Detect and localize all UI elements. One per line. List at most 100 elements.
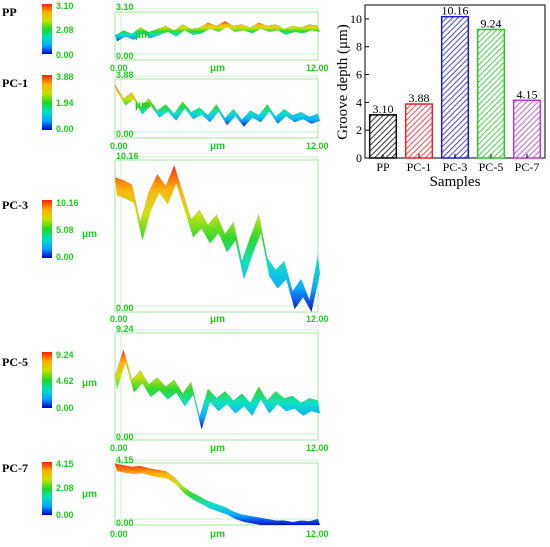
- y-tick-label: 10: [350, 12, 362, 26]
- z-unit-label: μm: [82, 489, 97, 500]
- plot-box: [114, 75, 320, 139]
- x-start-label: 0.00: [110, 63, 128, 73]
- colorbar-max-label: 10.16: [56, 198, 79, 208]
- box-back-frame: [120, 75, 319, 133]
- profile-panel-pc-3: PC-3 10.16 5.08 0.00 10.16 μm 0.00 0.00 …: [2, 151, 329, 325]
- x-start-label: 0.00: [110, 443, 128, 453]
- colorbar-max-label: 9.24: [56, 350, 74, 360]
- axis-bottom-label: 0.00: [116, 51, 134, 61]
- z-unit-label: μm: [82, 229, 97, 240]
- box-back-frame: [120, 156, 319, 307]
- y-tick-label: 4: [356, 95, 362, 109]
- axis-top-label: 3.10: [116, 2, 134, 12]
- plot-box: [114, 459, 320, 526]
- axis-top-label: 10.16: [116, 151, 139, 161]
- profile-panel-pc-1: PC-1 3.88 1.94 0.00 3.88 μm 0.00 0.00 μm…: [2, 70, 329, 152]
- colorbar-min-label: 0.00: [56, 403, 74, 413]
- surface-profile-edge: [114, 348, 319, 418]
- colorbar: [42, 200, 52, 258]
- axis-bottom-label: 0.00: [116, 303, 134, 313]
- plot-box: [114, 156, 320, 313]
- surface-profile: [115, 165, 320, 312]
- colorbar-mid-label: 4.62: [56, 376, 74, 386]
- x-tick-label: PP: [376, 160, 390, 174]
- bar-pc-7: [512, 99, 542, 159]
- axis-bottom-label: 0.00: [116, 518, 134, 528]
- x-tick-label: PC-1: [407, 160, 432, 174]
- surface-profile-edge: [114, 164, 319, 302]
- plot-box: [114, 8, 320, 61]
- surface-profile-panels: PP 3.10 2.08 0.00 3.10 μm 0.00 0.00 μm 1…: [2, 1, 329, 540]
- axis-top-label: 4.15: [116, 455, 134, 465]
- x-unit-label: μm: [210, 141, 225, 152]
- x-tick-label: PC-7: [515, 160, 540, 174]
- colorbar-min-label: 0.00: [56, 124, 74, 134]
- profile-panel-pc-7: PC-7 4.15 2.08 0.00 4.15 μm 0.00 0.00 μm…: [2, 455, 329, 540]
- y-tick-label: 2: [356, 123, 362, 137]
- x-unit-label: μm: [210, 529, 225, 540]
- bars: 3.10 3.88 10.16 9.24 4.15: [368, 4, 542, 159]
- sample-label: PC-3: [2, 198, 28, 212]
- box-front-frame: [114, 159, 319, 313]
- x-end-label: 12.00: [306, 529, 329, 539]
- colorbar: [42, 462, 52, 515]
- surface-profile-edge: [114, 84, 319, 121]
- profile-panel-pc-5: PC-5 9.24 4.62 0.00 9.24 μm 0.00 0.00 μm…: [2, 324, 329, 454]
- sample-label: PP: [2, 5, 17, 19]
- x-axis-ticks: PP PC-1 PC-3 PC-5 PC-7: [376, 154, 539, 174]
- surface-profile: [115, 463, 320, 525]
- surface-profile: [115, 21, 320, 42]
- z-unit-label: μm: [135, 100, 150, 111]
- bar-pc-1: [404, 103, 434, 159]
- x-unit-label: μm: [210, 443, 225, 454]
- colorbar-max-label: 3.10: [56, 1, 74, 11]
- bar-value-label: 9.24: [481, 16, 502, 30]
- colorbar: [42, 352, 52, 408]
- axis-top-label: 3.88: [116, 70, 134, 80]
- colorbar-min-label: 0.00: [56, 252, 74, 262]
- bar-pc-3: [440, 15, 470, 159]
- y-tick-label: 8: [356, 40, 362, 54]
- y-axis-ticks: 0 2 4 6 8 10: [350, 12, 369, 165]
- box-back-frame: [120, 459, 319, 520]
- surface-profile-edge: [114, 20, 319, 36]
- colorbar-mid-label: 2.08: [56, 25, 74, 35]
- x-end-label: 12.00: [306, 63, 329, 73]
- axis-bottom-label: 0.00: [116, 432, 134, 442]
- x-unit-label: μm: [210, 63, 225, 74]
- x-tick-label: PC-5: [479, 160, 504, 174]
- x-end-label: 12.00: [306, 141, 329, 151]
- x-end-label: 12.00: [306, 314, 329, 324]
- z-unit-label: μm: [135, 30, 150, 41]
- surface-profile: [115, 349, 320, 430]
- x-unit-label: μm: [210, 314, 225, 325]
- x-start-label: 0.00: [110, 141, 128, 151]
- surface-profile-edge: [114, 463, 319, 523]
- y-tick-label: 0: [356, 151, 362, 165]
- sample-label: PC-1: [2, 76, 28, 90]
- x-end-label: 12.00: [306, 443, 329, 453]
- box-back-frame: [120, 329, 319, 435]
- sample-label: PC-5: [2, 355, 28, 369]
- colorbar-mid-label: 2.08: [56, 483, 74, 493]
- bar-value-label: 3.88: [409, 91, 430, 105]
- colorbar-max-label: 4.15: [56, 459, 74, 469]
- colorbar-mid-label: 1.94: [56, 98, 74, 108]
- axis-bottom-label: 0.00: [116, 129, 134, 139]
- colorbar-min-label: 0.00: [56, 510, 74, 520]
- colorbar-mid-label: 5.08: [56, 225, 74, 235]
- colorbar-max-label: 3.88: [56, 72, 74, 82]
- plot-box: [114, 329, 320, 441]
- colorbar: [42, 75, 52, 130]
- colorbar-min-label: 0.00: [56, 50, 74, 60]
- groove-depth-bar-chart: 0 2 4 6 8 10 3.10 3.88 10.16 9.24 4.15 PP PC-1 PC-3…: [335, 4, 546, 190]
- sample-label: PC-7: [2, 461, 28, 475]
- profile-panel-pp: PP 3.10 2.08 0.00 3.10 μm 0.00 0.00 μm 1…: [2, 1, 329, 74]
- bar-value-label: 3.10: [373, 102, 394, 116]
- bar-value-label: 10.16: [442, 4, 469, 18]
- x-start-label: 0.00: [110, 314, 128, 324]
- colorbar: [42, 4, 52, 54]
- bar-value-label: 4.15: [517, 87, 538, 101]
- x-start-label: 0.00: [110, 529, 128, 539]
